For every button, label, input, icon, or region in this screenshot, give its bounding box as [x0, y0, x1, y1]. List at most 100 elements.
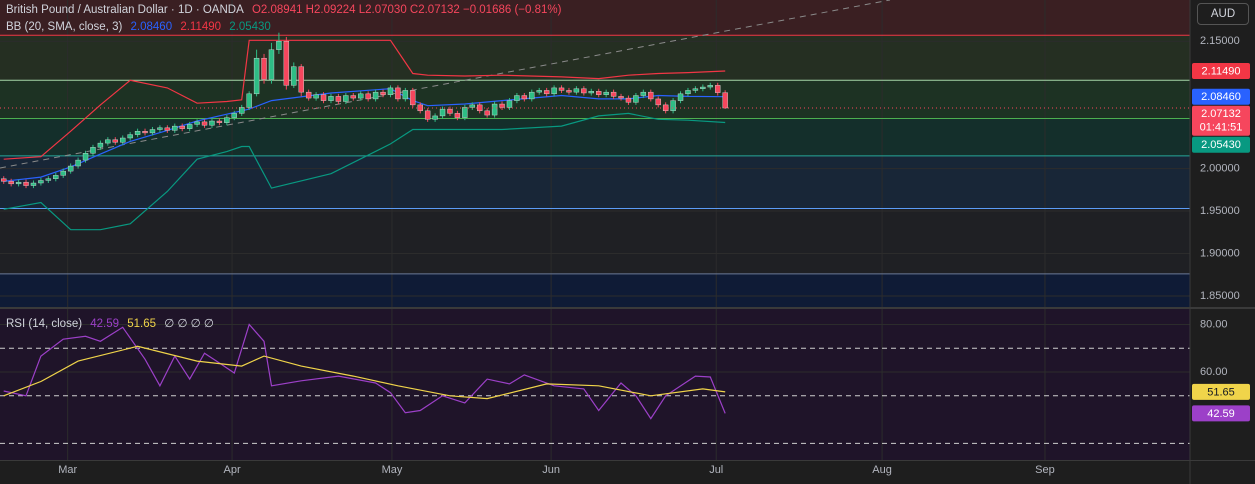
candle-body — [157, 127, 163, 130]
y-tick-label: 2.00000 — [1200, 162, 1240, 174]
candle-body — [514, 95, 520, 101]
price-tag — [1192, 136, 1250, 153]
candle-body — [655, 98, 661, 106]
price-tag — [1192, 405, 1250, 422]
indicator-line — [3, 88, 726, 182]
candle-body — [596, 91, 602, 95]
bb-title: BB (20, SMA, close, 3) — [6, 21, 123, 33]
candle-body — [610, 91, 617, 97]
candle-body — [454, 113, 461, 118]
bb-upper-value: 2.11490 — [180, 21, 222, 33]
candle-body — [343, 95, 349, 102]
candle-body — [15, 181, 22, 185]
candle-body — [700, 86, 706, 89]
candle-body — [335, 96, 342, 102]
x-tick-label: May — [382, 464, 403, 476]
price-tag-label: 42.59 — [1207, 408, 1235, 420]
price-tag-label: 2.11490 — [1202, 65, 1241, 77]
candle-body — [1, 178, 7, 182]
zone — [0, 0, 1190, 36]
candle-body — [120, 137, 126, 143]
candle-body — [112, 139, 118, 143]
rsi-value: 42.59 — [90, 318, 120, 330]
candle-body — [239, 107, 245, 114]
candle-body — [231, 113, 237, 118]
y-tick-label: 1.85000 — [1200, 290, 1240, 302]
countdown-label: 01:41:51 — [1200, 122, 1243, 134]
candle-body — [216, 120, 223, 123]
rsi-extra: ∅ ∅ ∅ ∅ — [164, 318, 214, 330]
price-tag — [1192, 105, 1250, 136]
candle-body — [692, 88, 699, 91]
candle-body — [53, 175, 59, 179]
y-tick-label: 60.00 — [1200, 366, 1228, 378]
candle-body — [75, 159, 81, 167]
price-tag — [1192, 383, 1250, 400]
candle-body — [499, 103, 505, 108]
price-tag — [1192, 88, 1250, 105]
plot-area — [0, 309, 1190, 460]
candle-body — [23, 181, 29, 186]
candle-body — [142, 131, 148, 134]
candle-body — [268, 49, 275, 80]
candle-body — [633, 95, 639, 103]
price-tag — [1192, 62, 1250, 79]
candle-body — [506, 100, 513, 108]
x-tick-label: Aug — [872, 464, 892, 476]
indicator-line — [3, 112, 726, 231]
candle-body — [328, 96, 334, 101]
y-tick-label: 1.95000 — [1200, 205, 1240, 217]
candle-body — [387, 87, 394, 95]
candle-body — [60, 170, 66, 176]
y-tick-label: 2.15000 — [1200, 35, 1240, 47]
candle-body — [677, 93, 684, 101]
candle-body — [536, 90, 542, 93]
zone — [0, 118, 1190, 156]
candle-body — [127, 134, 133, 139]
candle-body — [670, 100, 676, 112]
candle-body — [194, 121, 200, 125]
candle-body — [350, 95, 356, 99]
currency-button[interactable]: AUD — [1197, 3, 1249, 25]
pane-background — [0, 309, 1190, 460]
x-tick-label: Apr — [223, 464, 240, 476]
candle-body — [566, 90, 572, 93]
indicator-line — [3, 345, 726, 400]
candle-body — [298, 66, 304, 93]
candle-body — [246, 93, 252, 108]
x-tick-label: Mar — [58, 464, 77, 476]
candle-body — [603, 91, 609, 95]
candle-body — [358, 93, 364, 99]
bb-basis-value: 2.08460 — [130, 21, 173, 33]
candle-body — [149, 129, 156, 134]
candle-body — [253, 57, 260, 95]
candle-body — [224, 117, 230, 123]
candle-body — [30, 182, 37, 186]
ohlc: O2.08941 H2.09224 L2.07030 C2.07132 −0.0… — [251, 4, 562, 16]
candle-body — [685, 90, 691, 95]
candle-body — [469, 104, 475, 108]
price-tag-label: 2.08460 — [1201, 91, 1241, 103]
symbol-title: British Pound / Australian Dollar · 1D ·… — [6, 4, 244, 16]
candle-body — [588, 91, 594, 94]
candle-body — [715, 85, 721, 93]
candle-body — [581, 88, 587, 94]
candle-body — [477, 104, 483, 112]
candle-body — [380, 91, 386, 95]
x-tick-label: Jun — [542, 464, 560, 476]
candle-body — [38, 180, 44, 184]
candle-body — [402, 90, 409, 100]
candle-body — [291, 66, 297, 86]
plot-area — [0, 0, 1190, 307]
candle-body — [45, 178, 52, 181]
candle-body — [209, 120, 215, 126]
candle-body — [97, 142, 104, 148]
candle-body — [462, 107, 468, 118]
candle-body — [172, 125, 178, 131]
candle-body — [424, 110, 431, 120]
candle-body — [662, 104, 669, 112]
trend-line — [0, 0, 891, 169]
candle-body — [707, 85, 713, 88]
zone — [0, 155, 1190, 209]
